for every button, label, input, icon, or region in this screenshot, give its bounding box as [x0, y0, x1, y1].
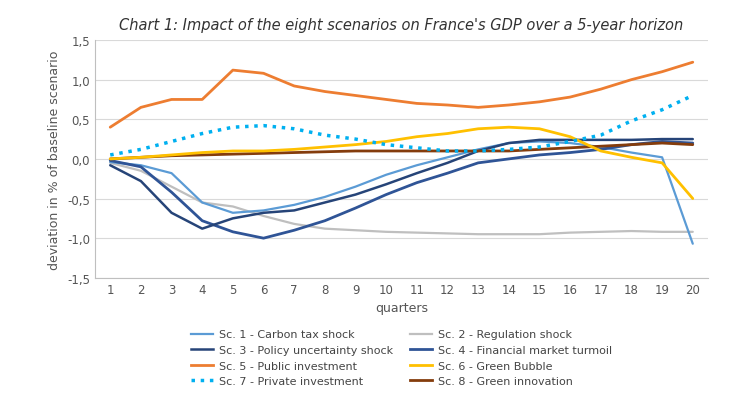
Legend: Sc. 1 - Carbon tax shock, Sc. 3 - Policy uncertainty shock, Sc. 5 - Public inves: Sc. 1 - Carbon tax shock, Sc. 3 - Policy…	[188, 326, 615, 389]
Y-axis label: deviation in % of baseline scenario: deviation in % of baseline scenario	[48, 50, 61, 269]
X-axis label: quarters: quarters	[375, 301, 428, 315]
Title: Chart 1: Impact of the eight scenarios on France's GDP over a 5-year horizon: Chart 1: Impact of the eight scenarios o…	[120, 18, 683, 33]
